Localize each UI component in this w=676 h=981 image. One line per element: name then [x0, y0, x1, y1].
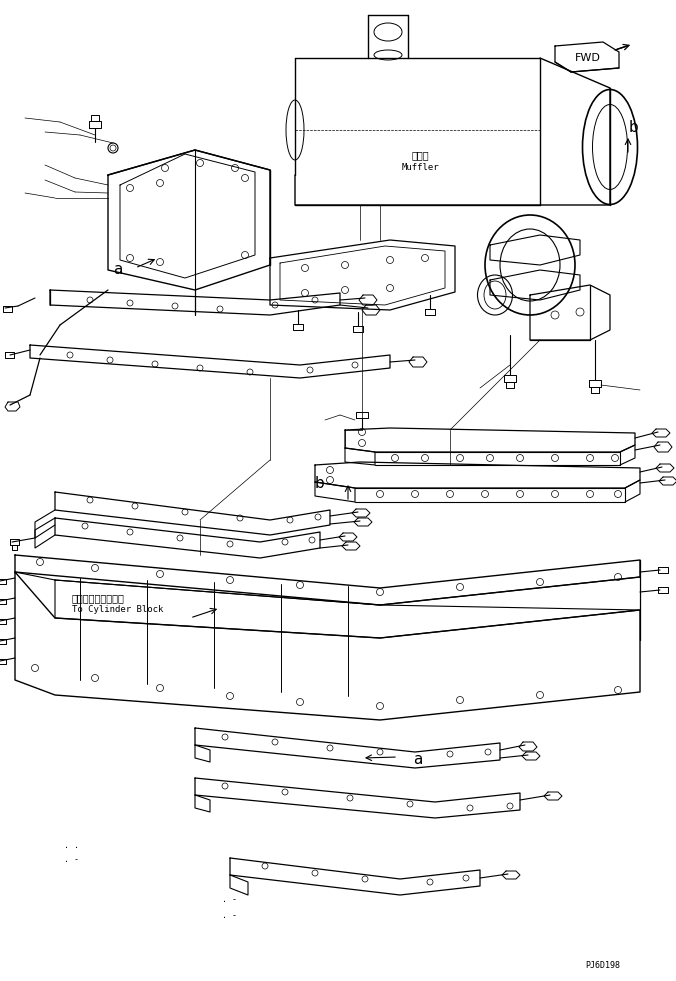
- Text: b: b: [315, 477, 325, 491]
- Text: To Cylinder Block: To Cylinder Block: [72, 604, 164, 613]
- Text: a: a: [413, 752, 422, 767]
- Text: . -: . -: [64, 855, 80, 864]
- Text: a: a: [114, 263, 122, 278]
- Text: b: b: [629, 120, 639, 134]
- Text: Muffler: Muffler: [401, 164, 439, 173]
- Text: マフラ: マフラ: [411, 150, 429, 160]
- Text: . .: . .: [64, 842, 80, 851]
- Text: . -: . -: [222, 896, 237, 904]
- Text: PJ6D198: PJ6D198: [585, 960, 620, 969]
- Text: シリンダブロックへ: シリンダブロックへ: [72, 593, 125, 603]
- Text: . -: . -: [222, 911, 237, 920]
- Text: FWD: FWD: [575, 53, 601, 63]
